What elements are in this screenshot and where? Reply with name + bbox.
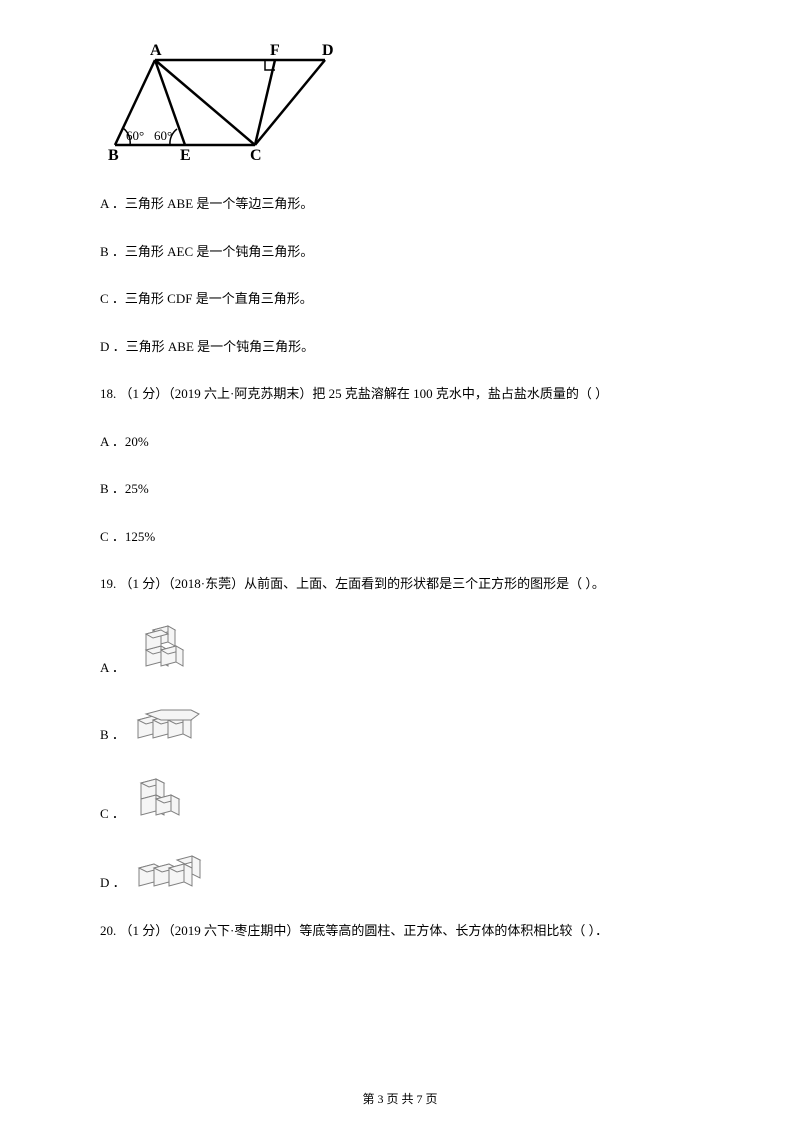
- cube-figure-c: [133, 773, 203, 827]
- q19-option-c: C ．: [100, 773, 700, 827]
- q19-label-d: D ．: [100, 872, 126, 896]
- q18-option-c: C ．125%: [100, 527, 700, 547]
- q19-stem: 19. （1 分）（2018·东莞）从前面、上面、左面看到的形状都是三个正方形的…: [100, 574, 700, 594]
- label-e: E: [180, 147, 191, 164]
- cube-figure-b: [133, 706, 208, 748]
- q17-option-b: B ．三角形 AEC 是一个钝角三角形。: [100, 242, 700, 262]
- page-footer: 第 3 页 共 7 页: [0, 1090, 800, 1107]
- label-a: A: [150, 42, 162, 59]
- q19-label-b: B ．: [100, 724, 125, 748]
- angle-60-right: 60°: [154, 128, 172, 143]
- q19-option-d: D ．: [100, 852, 700, 896]
- q19-option-a: A ．: [100, 622, 700, 681]
- q19-option-b: B ．: [100, 706, 700, 748]
- q18-stem: 18. （1 分）（2019 六上·阿克苏期末）把 25 克盐溶解在 100 克…: [100, 384, 700, 404]
- angle-60-left: 60°: [126, 128, 144, 143]
- q17-option-a: A ．三角形 ABE 是一个等边三角形。: [100, 194, 700, 214]
- label-c: C: [250, 147, 262, 164]
- cube-figure-d: [134, 852, 214, 896]
- geometry-diagram: A B E C D F 60° 60°: [100, 40, 700, 169]
- q17-option-c: C ．三角形 CDF 是一个直角三角形。: [100, 289, 700, 309]
- label-d: D: [322, 42, 334, 59]
- cube-figure-a: [133, 622, 203, 681]
- q19-label-a: A ．: [100, 657, 125, 681]
- q18-option-a: A ．20%: [100, 432, 700, 452]
- q18-option-b: B ．25%: [100, 479, 700, 499]
- label-b: B: [108, 147, 119, 164]
- q19-label-c: C ．: [100, 803, 125, 827]
- q17-option-d: D ．三角形 ABE 是一个钝角三角形。: [100, 337, 700, 357]
- q20-stem: 20. （1 分）（2019 六下·枣庄期中）等底等高的圆柱、正方体、长方体的体…: [100, 921, 700, 941]
- label-f: F: [270, 42, 280, 59]
